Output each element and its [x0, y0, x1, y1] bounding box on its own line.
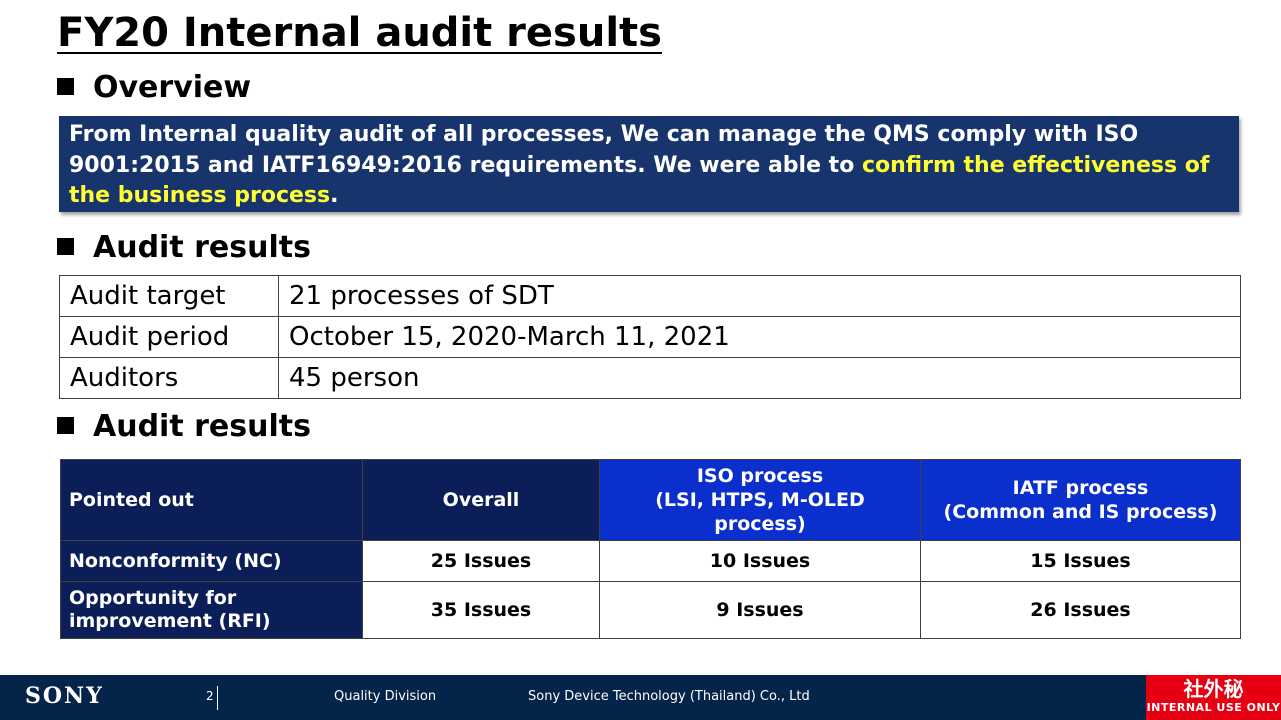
cell-iso: 9 Issues	[599, 581, 921, 639]
row-label: Opportunity for improvement (RFI)	[60, 581, 363, 639]
page-title: FY20 Internal audit results	[57, 10, 662, 56]
square-bullet-icon	[57, 238, 74, 255]
footer-bar: SONY 2 Quality Division Sony Device Tech…	[0, 675, 1281, 720]
audit-info-table: Audit target 21 processes of SDT Audit p…	[59, 275, 1241, 399]
header-pointed-out: Pointed out	[60, 459, 363, 541]
division-name: Quality Division	[334, 689, 437, 704]
overview-box: From Internal quality audit of all proce…	[59, 116, 1239, 212]
footer-divider	[217, 686, 218, 710]
audit-results-table: Pointed out Overall ISO process (LSI, HT…	[60, 459, 1241, 639]
section-audit-results-1-label: Audit results	[93, 230, 311, 265]
badge-english: INTERNAL USE ONLY	[1146, 701, 1281, 714]
cell-overall: 25 Issues	[362, 540, 600, 582]
cell-iso: 10 Issues	[599, 540, 921, 582]
cell-iatf: 15 Issues	[920, 540, 1241, 582]
header-overall: Overall	[362, 459, 600, 541]
header-iso-process: ISO process (LSI, HTPS, M-OLED process)	[599, 459, 921, 541]
section-audit-results-1: Audit results	[57, 230, 311, 266]
info-value: 21 processes of SDT	[278, 275, 1241, 317]
info-value: 45 person	[278, 357, 1241, 399]
badge-japanese: 社外秘	[1183, 677, 1244, 701]
info-label: Audit period	[59, 316, 279, 358]
table-row: Auditors 45 person	[59, 357, 1241, 399]
info-value: October 15, 2020-March 11, 2021	[278, 316, 1241, 358]
square-bullet-icon	[57, 78, 74, 95]
internal-use-badge: 社外秘 INTERNAL USE ONLY	[1146, 675, 1281, 720]
section-audit-results-2-label: Audit results	[93, 409, 311, 444]
header-iatf-process: IATF process (Common and IS process)	[920, 459, 1241, 541]
section-audit-results-2: Audit results	[57, 409, 311, 445]
section-overview-label: Overview	[93, 70, 252, 105]
table-header-row: Pointed out Overall ISO process (LSI, HT…	[60, 459, 1241, 541]
overview-text-normal: From Internal quality audit of all proce…	[69, 122, 1139, 178]
row-label: Nonconformity (NC)	[60, 540, 363, 582]
company-name: Sony Device Technology (Thailand) Co., L…	[528, 689, 810, 704]
info-label: Auditors	[59, 357, 279, 399]
overview-text-end: .	[330, 183, 339, 208]
overview-text: From Internal quality audit of all proce…	[69, 120, 1229, 212]
section-overview: Overview	[57, 70, 251, 106]
table-row: Audit target 21 processes of SDT	[59, 275, 1241, 317]
info-label: Audit target	[59, 275, 279, 317]
table-row: Audit period October 15, 2020-March 11, …	[59, 316, 1241, 358]
overview-text-highlight: confirm the effectiveness of the busines…	[69, 152, 1210, 209]
table-row: Opportunity for improvement (RFI) 35 Iss…	[60, 581, 1241, 639]
sony-logo: SONY	[25, 683, 104, 709]
cell-overall: 35 Issues	[362, 581, 600, 639]
square-bullet-icon	[57, 417, 74, 434]
cell-iatf: 26 Issues	[920, 581, 1241, 639]
table-row: Nonconformity (NC) 25 Issues 10 Issues 1…	[60, 540, 1241, 582]
page-number: 2	[206, 689, 214, 703]
